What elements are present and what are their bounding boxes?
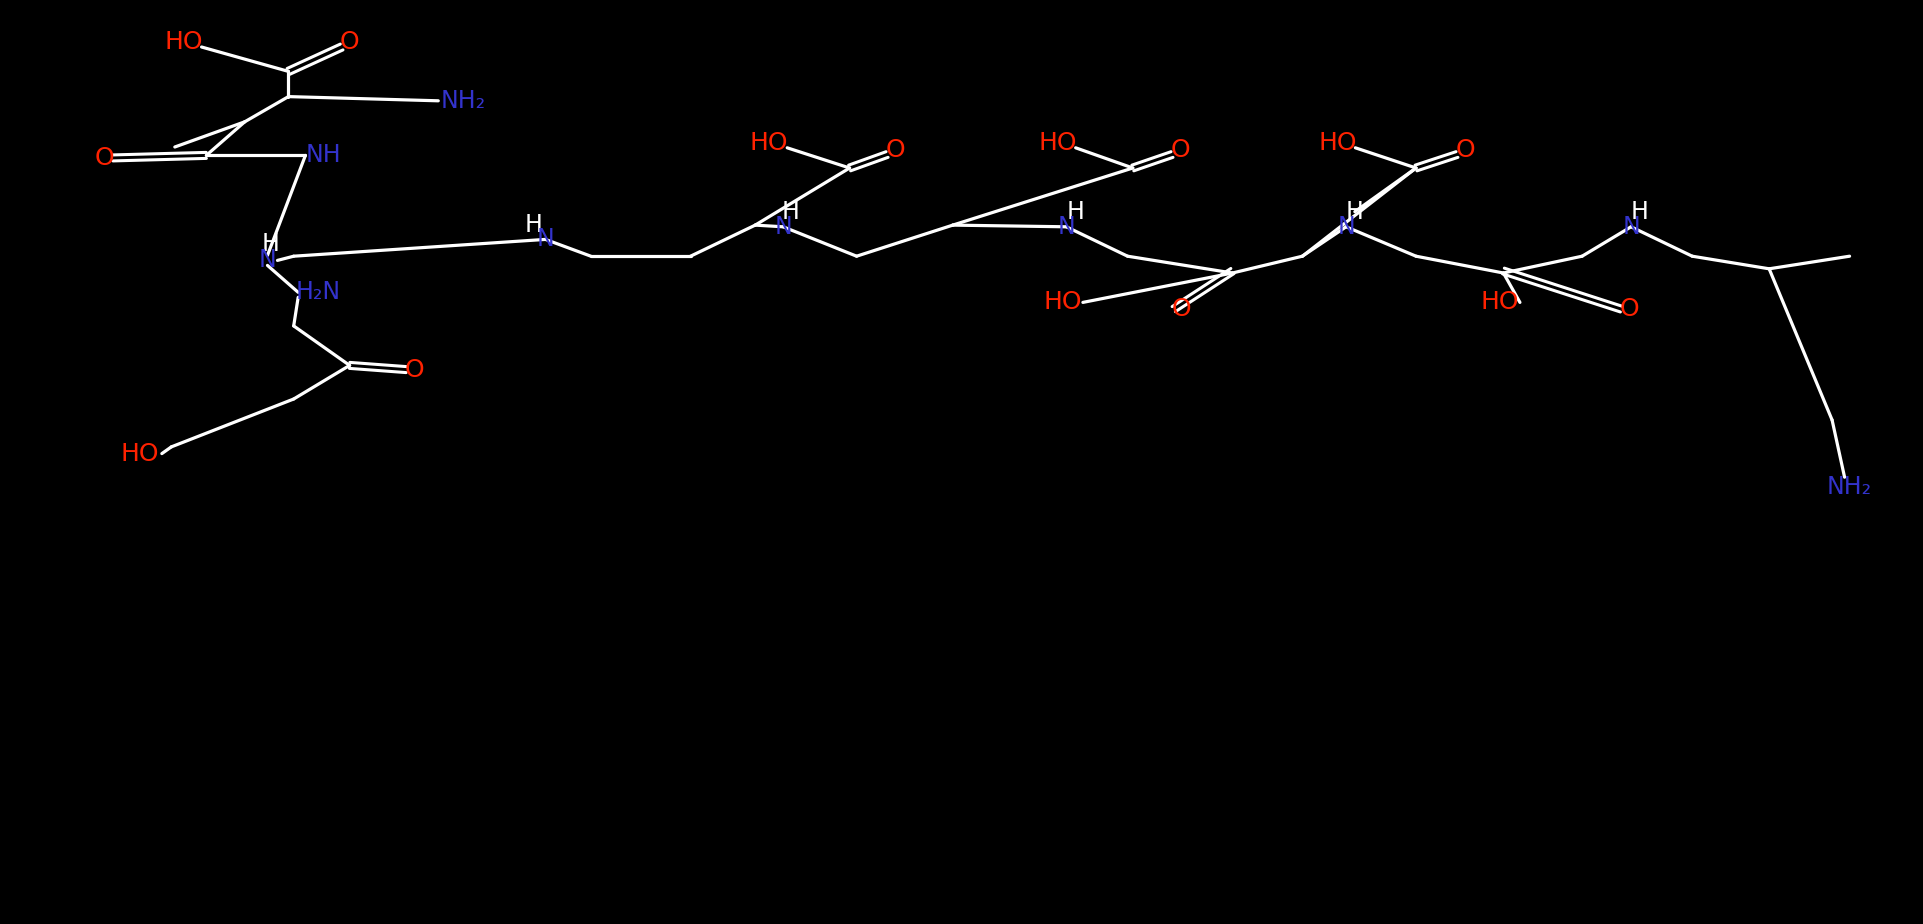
Text: N: N <box>537 227 554 251</box>
Text: HO: HO <box>1038 131 1077 155</box>
Text: O: O <box>94 146 115 170</box>
Text: HO: HO <box>1481 290 1519 314</box>
Text: N: N <box>1058 214 1075 238</box>
Text: HO: HO <box>121 442 160 466</box>
Text: N: N <box>258 249 277 273</box>
Text: O: O <box>1171 138 1190 162</box>
Text: H: H <box>1065 200 1085 224</box>
Text: O: O <box>340 30 360 54</box>
Text: NH₂: NH₂ <box>1827 475 1873 499</box>
Text: HO: HO <box>750 131 788 155</box>
Text: H: H <box>262 232 281 256</box>
Text: O: O <box>1171 298 1192 322</box>
Text: NH: NH <box>306 143 340 167</box>
Text: H: H <box>1631 200 1648 224</box>
Text: N: N <box>775 214 792 238</box>
Text: O: O <box>404 358 425 382</box>
Text: N: N <box>1336 214 1356 238</box>
Text: NH₂: NH₂ <box>440 89 487 113</box>
Text: O: O <box>1619 298 1638 322</box>
Text: HO: HO <box>1044 290 1083 314</box>
Text: H: H <box>781 200 800 224</box>
Text: HO: HO <box>163 30 202 54</box>
Text: N: N <box>1623 214 1640 238</box>
Text: HO: HO <box>1317 131 1356 155</box>
Text: H₂N: H₂N <box>296 280 340 304</box>
Text: O: O <box>885 138 906 162</box>
Text: H: H <box>1346 200 1363 224</box>
Text: H: H <box>525 213 542 237</box>
Text: O: O <box>1456 138 1475 162</box>
